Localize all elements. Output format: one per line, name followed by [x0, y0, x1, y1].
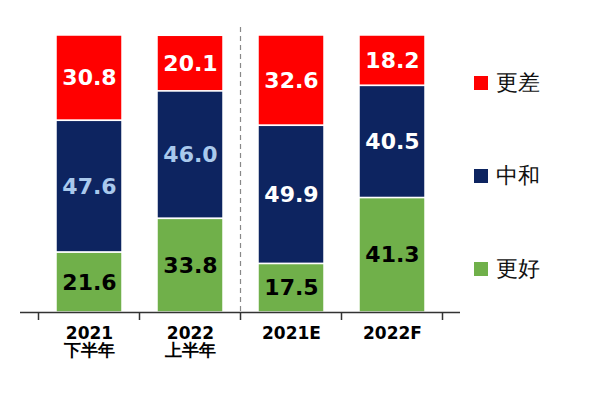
svg-text:18.2: 18.2 — [365, 48, 419, 73]
svg-text:2021下半年: 2021下半年 — [63, 323, 115, 360]
svg-text:2022上半年: 2022上半年 — [164, 323, 216, 360]
html-text:中和: 中和 — [496, 163, 540, 188]
svg-text:49.9: 49.9 — [264, 182, 318, 207]
svg-text:40.5: 40.5 — [365, 129, 419, 154]
svg-text:46.0: 46.0 — [163, 142, 217, 167]
svg-text:32.6: 32.6 — [264, 68, 318, 93]
svg-text:30.8: 30.8 — [62, 65, 116, 90]
html-text:更好: 更好 — [496, 256, 540, 281]
svg-text:21.6: 21.6 — [62, 270, 116, 295]
html-text:更差: 更差 — [496, 70, 540, 95]
svg-text:2021E: 2021E — [262, 323, 321, 343]
svg-text:2022F: 2022F — [363, 323, 422, 343]
svg-text:47.6: 47.6 — [62, 174, 116, 199]
svg-text:41.3: 41.3 — [365, 242, 419, 267]
svg-text:20.1: 20.1 — [163, 51, 217, 76]
svg-text:17.5: 17.5 — [264, 275, 318, 300]
svg-text:33.8: 33.8 — [163, 253, 217, 278]
